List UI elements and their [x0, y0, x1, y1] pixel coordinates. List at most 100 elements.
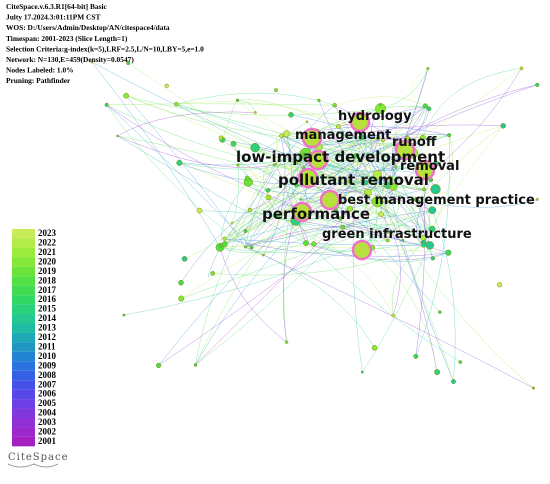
- header-line: Julty 17.2024.3:01:11PM CST: [6, 13, 101, 22]
- node: [519, 66, 524, 71]
- edge: [212, 245, 424, 276]
- node: [178, 279, 184, 286]
- node: [338, 216, 343, 221]
- node: [364, 188, 372, 197]
- node: [347, 179, 351, 183]
- legend-year: 2003: [38, 417, 57, 427]
- node: [425, 241, 435, 250]
- node: [193, 363, 198, 367]
- edge: [224, 153, 306, 239]
- node: [379, 103, 382, 106]
- legend-swatch: [12, 342, 35, 352]
- edge: [219, 135, 282, 248]
- node: [535, 198, 539, 201]
- edge: [237, 164, 388, 241]
- keyword-label: management: [295, 128, 391, 143]
- node: [283, 130, 290, 138]
- edge: [432, 210, 456, 382]
- edge: [126, 95, 381, 116]
- nodes: [90, 60, 540, 390]
- edge: [245, 209, 433, 248]
- edge: [391, 242, 424, 316]
- node: [413, 353, 419, 359]
- node: [104, 102, 109, 107]
- node: [413, 196, 419, 203]
- legend-swatch: [12, 399, 35, 409]
- node: [445, 249, 452, 256]
- hub-ring: [301, 127, 323, 149]
- edge: [117, 135, 307, 244]
- node: [428, 225, 436, 233]
- edge: [384, 201, 424, 246]
- node: [363, 180, 369, 186]
- edge: [237, 99, 339, 127]
- legend-year: 2022: [38, 238, 57, 248]
- legend-year: 2023: [38, 228, 57, 238]
- edge: [305, 242, 449, 261]
- edge: [381, 186, 399, 216]
- node: [359, 134, 365, 140]
- edge: [422, 68, 522, 138]
- edge: [387, 125, 504, 241]
- node: [284, 340, 289, 344]
- edge: [219, 242, 424, 254]
- node: [420, 134, 426, 141]
- edge: [295, 220, 449, 253]
- node: [420, 235, 426, 241]
- node: [178, 295, 185, 302]
- node: [236, 163, 240, 167]
- hub-ring: [414, 159, 436, 181]
- legend-year: 2004: [38, 408, 57, 418]
- node: [384, 199, 390, 204]
- node: [230, 221, 234, 225]
- node: [249, 245, 254, 250]
- hub-ring: [394, 139, 416, 161]
- edge: [106, 104, 252, 248]
- legend-swatch: [12, 238, 35, 248]
- edge: [219, 247, 287, 343]
- node: [176, 159, 183, 166]
- edge: [158, 137, 379, 366]
- edge: [380, 68, 429, 109]
- edge: [366, 144, 396, 248]
- edge: [237, 100, 256, 113]
- node: [265, 187, 271, 193]
- edge: [106, 104, 425, 190]
- keyword-label: pollutant removal: [278, 171, 429, 189]
- edge: [387, 105, 427, 186]
- node: [218, 135, 224, 141]
- edge: [106, 104, 246, 248]
- node: [218, 244, 223, 248]
- hub-ring: [307, 149, 329, 171]
- legend-swatch: [12, 323, 35, 333]
- edge: [362, 245, 430, 373]
- edge: [231, 165, 239, 224]
- edge: [195, 137, 424, 366]
- legend-year: 2011: [38, 341, 56, 351]
- legend-swatch: [12, 247, 35, 258]
- node: [385, 238, 390, 243]
- legend-swatch: [12, 361, 35, 371]
- keyword-label: green infrastructure: [322, 227, 472, 242]
- node: [279, 133, 284, 138]
- edge: [233, 143, 278, 217]
- node: [426, 106, 432, 112]
- node: [164, 83, 169, 88]
- node: [394, 165, 398, 169]
- legend-swatch: [12, 304, 35, 315]
- edge: [415, 135, 450, 357]
- edge: [249, 209, 382, 227]
- legend-year: 2018: [38, 275, 57, 285]
- legend-year: 2019: [38, 266, 57, 276]
- node: [116, 134, 119, 138]
- header-line: Nodes Labeled: 1.0%: [6, 66, 74, 75]
- edge: [428, 68, 522, 174]
- legend-year: 2015: [38, 304, 57, 314]
- keyword-label: performance: [262, 205, 370, 223]
- edge: [250, 162, 297, 211]
- edge: [366, 68, 429, 248]
- edge: [377, 138, 454, 382]
- node: [401, 238, 405, 242]
- node: [250, 142, 260, 153]
